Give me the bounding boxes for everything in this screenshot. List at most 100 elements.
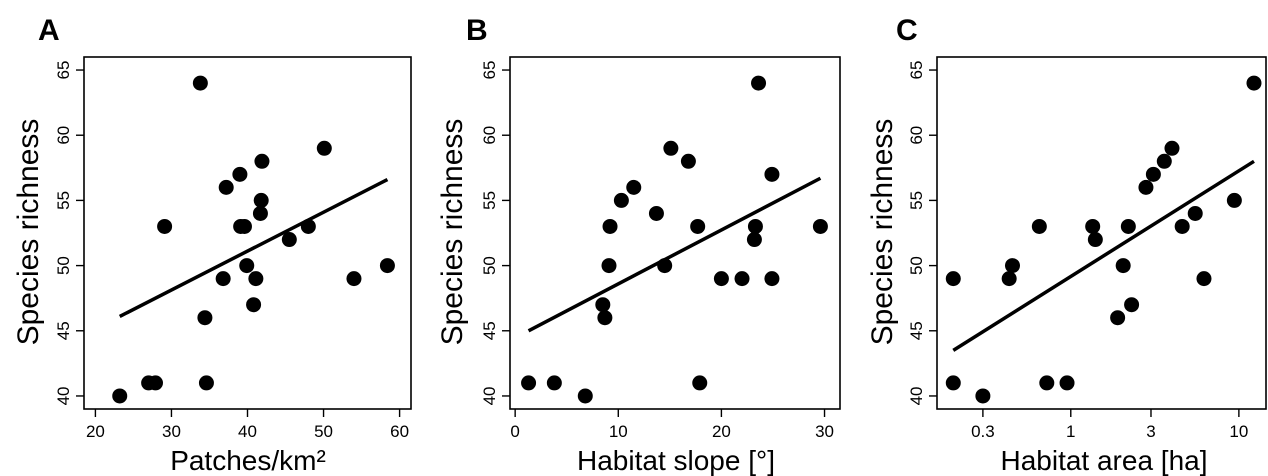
x-tick-label: 0	[510, 422, 519, 441]
data-point	[521, 375, 537, 391]
axis-ticks: 20 30 40 50 60 40 45 50 55 60 65	[54, 56, 412, 441]
data-point	[626, 179, 642, 195]
data-point	[253, 192, 269, 208]
data-point	[147, 375, 163, 391]
data-point	[1110, 310, 1126, 326]
data-point	[595, 297, 611, 313]
panel-letter: A	[38, 14, 60, 47]
plot-frame	[509, 56, 841, 410]
y-tick-label: 60	[480, 126, 499, 145]
data-point	[602, 218, 618, 234]
y-tick-label: 55	[907, 191, 926, 210]
y-tick-label: 40	[907, 387, 926, 406]
x-tick-label: 20	[86, 422, 105, 441]
x-axis-label: Habitat slope [°]	[577, 445, 775, 476]
x-tick-label: 30	[815, 422, 834, 441]
data-point	[1059, 375, 1075, 391]
data-point	[1164, 140, 1180, 156]
data-point	[812, 218, 828, 234]
x-axis-label: Patches/km²	[170, 445, 326, 476]
data-point	[1087, 232, 1103, 248]
data-point	[945, 375, 961, 391]
y-tick-label: 65	[480, 61, 499, 80]
data-point	[218, 179, 234, 195]
data-point	[1001, 271, 1017, 287]
data-point	[1226, 192, 1242, 208]
x-tick-label: 10	[1229, 422, 1248, 441]
data-point	[764, 166, 780, 182]
data-point	[1138, 179, 1154, 195]
y-tick-label: 40	[54, 387, 73, 406]
x-tick-label: 1	[1066, 422, 1075, 441]
y-tick-label: 50	[480, 256, 499, 275]
x-tick-label: 0.3	[971, 422, 995, 441]
data-point	[734, 271, 750, 287]
data-point	[236, 218, 252, 234]
panel-letter: B	[466, 14, 488, 47]
x-tick-label: 3	[1146, 422, 1155, 441]
data-point	[613, 192, 629, 208]
x-axis-label: Habitat area [ha]	[1000, 445, 1207, 476]
data-point	[246, 297, 262, 313]
y-tick-label: 60	[54, 126, 73, 145]
data-point	[680, 153, 696, 169]
data-point	[1196, 271, 1212, 287]
y-tick-label: 45	[480, 321, 499, 340]
data-point	[713, 271, 729, 287]
data-point	[975, 388, 991, 404]
y-axis-label: Species richness	[866, 119, 899, 346]
y-tick-label: 45	[54, 321, 73, 340]
data-point	[316, 140, 332, 156]
data-point	[577, 388, 593, 404]
y-axis-label: Species richness	[436, 119, 469, 346]
data-point	[1085, 218, 1101, 234]
data-points	[112, 75, 395, 404]
data-point	[215, 271, 231, 287]
data-point	[945, 271, 961, 287]
data-point	[157, 218, 173, 234]
data-point	[1174, 218, 1190, 234]
data-point	[601, 258, 617, 274]
regression-line	[952, 159, 1255, 352]
data-point	[747, 218, 763, 234]
x-tick-label: 30	[162, 422, 181, 441]
data-point	[746, 232, 762, 248]
x-tick-label: 10	[609, 422, 628, 441]
data-point	[1156, 153, 1172, 169]
panel-b: B Species richness Habitat slope [°] 0 10…	[436, 14, 841, 476]
y-tick-label: 65	[54, 61, 73, 80]
data-points	[945, 75, 1262, 404]
data-point	[764, 271, 780, 287]
data-point	[597, 310, 613, 326]
data-point	[1124, 297, 1140, 313]
y-tick-label: 50	[907, 256, 926, 275]
y-tick-label: 65	[907, 61, 926, 80]
axis-ticks: 0.3 1 3 10 40 45 50 55 60 65	[907, 56, 1267, 441]
y-tick-label: 50	[54, 256, 73, 275]
data-point	[379, 258, 395, 274]
regression-line	[118, 177, 389, 318]
data-point	[546, 375, 562, 391]
data-point	[1145, 166, 1161, 182]
panel-letter: C	[896, 14, 918, 47]
x-tick-label: 60	[390, 422, 409, 441]
panel-c: C Species richness Habitat area [ha] 0.3…	[866, 14, 1267, 476]
data-point	[1115, 258, 1131, 274]
data-point	[248, 271, 264, 287]
data-points	[521, 75, 828, 404]
axis-ticks: 0 10 20 30 40 45 50 55 60 65	[480, 56, 841, 441]
y-tick-label: 55	[480, 191, 499, 210]
y-axis-label: Species richness	[12, 119, 45, 346]
data-point	[192, 75, 208, 91]
data-point	[346, 271, 362, 287]
data-point	[239, 258, 255, 274]
data-point	[648, 205, 664, 221]
data-point	[1031, 218, 1047, 234]
data-point	[690, 218, 706, 234]
panel-a: A Species richness Patches/km² 20 30 40 50 6…	[12, 14, 412, 476]
plot-frame	[936, 56, 1267, 410]
regression-line	[527, 176, 822, 333]
data-point	[751, 75, 767, 91]
data-point	[1187, 205, 1203, 221]
